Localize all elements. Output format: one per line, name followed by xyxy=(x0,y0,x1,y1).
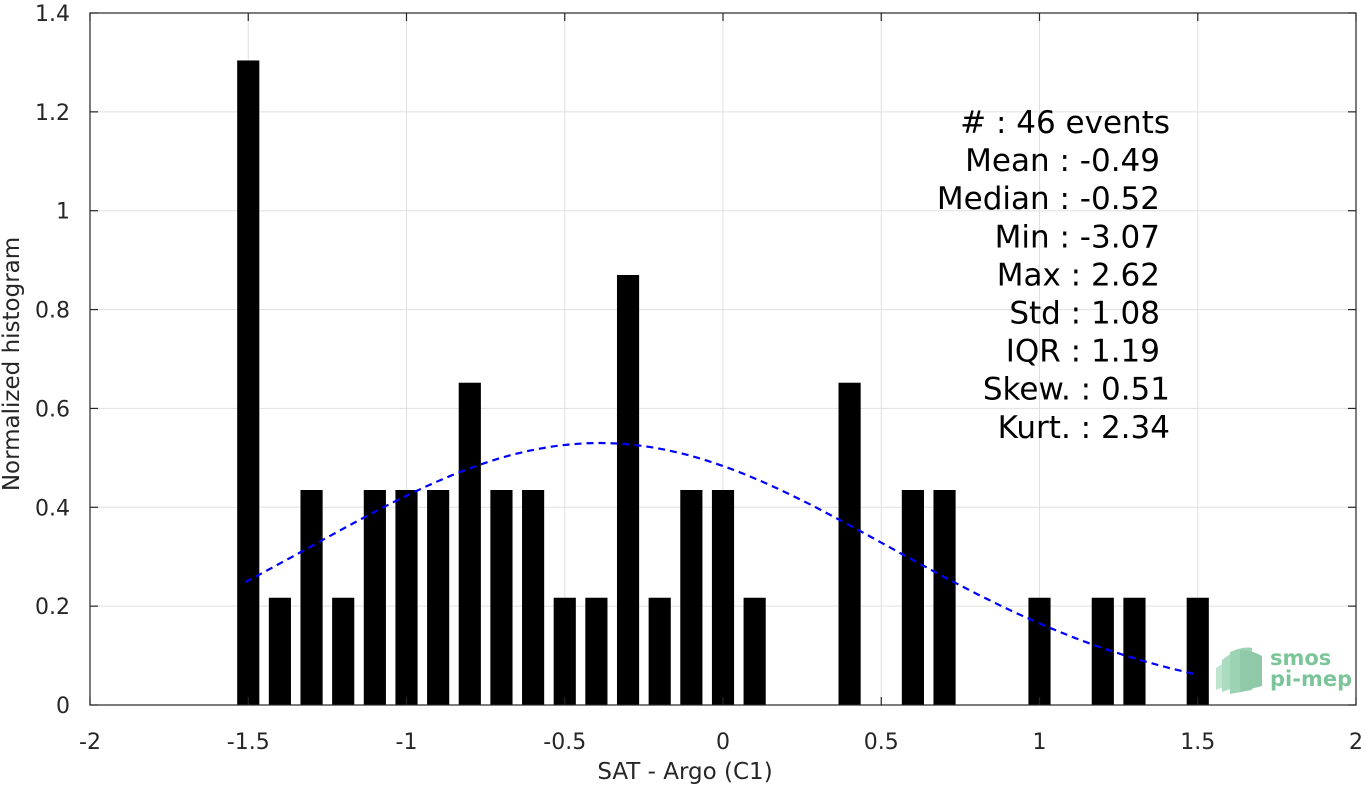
histogram-bar-11 xyxy=(585,597,608,705)
bars xyxy=(237,60,1209,706)
histogram-bar-28 xyxy=(1123,597,1146,705)
histogram-bar-13 xyxy=(648,597,671,705)
histogram-bar-9 xyxy=(522,489,545,705)
histogram-bar-6 xyxy=(427,489,450,705)
gaussian-fit-curve xyxy=(244,441,1195,676)
histogram-bar-12 xyxy=(616,274,640,705)
stat-line-0: # : 46 events xyxy=(960,105,1170,141)
axis-ticks xyxy=(89,12,1357,706)
stat-line-2: Median : -0.52 xyxy=(937,181,1160,217)
stat-line-1: Mean : -0.49 xyxy=(965,143,1160,179)
y-tick-label-7: 1.4 xyxy=(35,2,70,27)
x-tick-label-3: -0.5 xyxy=(543,730,586,755)
stat-line-7: Skew. : 0.51 xyxy=(983,372,1170,408)
histogram-bar-19 xyxy=(838,382,861,705)
y-tick-labels: 0 0.2 0.4 0.6 0.8 1 1.2 1.4 xyxy=(35,2,70,719)
stat-line-3: Min : -3.07 xyxy=(995,219,1160,255)
y-tick-label-2: 0.4 xyxy=(35,496,70,521)
histogram-bar-0 xyxy=(237,60,260,706)
x-tick-label-7: 1.5 xyxy=(1180,730,1215,755)
y-tick-label-5: 1 xyxy=(56,200,70,225)
histogram-bar-8 xyxy=(490,489,513,705)
histogram-bar-7 xyxy=(458,382,481,705)
y-tick-label-4: 0.8 xyxy=(35,299,70,324)
y-tick-label-6: 1.2 xyxy=(35,101,70,126)
logo-wave-icon xyxy=(1216,647,1262,694)
histogram-bar-25 xyxy=(1028,597,1051,705)
smos-pi-mep-logo: smos pi-mep xyxy=(1216,646,1352,694)
histogram-bar-3 xyxy=(332,597,355,705)
stat-line-6: IQR : 1.19 xyxy=(1006,334,1160,370)
histogram-bar-10 xyxy=(553,597,576,705)
y-axis-label: Normalized histogram xyxy=(0,237,25,491)
histogram-bar-5 xyxy=(395,489,418,705)
histogram-bar-21 xyxy=(901,489,924,705)
stat-line-8: Kurt. : 2.34 xyxy=(998,410,1170,446)
histogram-bar-1 xyxy=(268,597,291,705)
logo-text-smos: smos xyxy=(1270,646,1331,670)
x-tick-label-5: 0.5 xyxy=(864,730,899,755)
x-tick-label-0: -2 xyxy=(79,730,101,755)
histogram-bar-14 xyxy=(680,489,703,705)
x-tick-label-8: 2 xyxy=(1349,730,1363,755)
histogram-bar-16 xyxy=(743,597,766,705)
y-tick-label-1: 0.2 xyxy=(35,595,70,620)
x-tick-label-1: -1.5 xyxy=(227,730,270,755)
histogram-bar-27 xyxy=(1091,597,1114,705)
histogram-bar-2 xyxy=(300,489,323,705)
x-tick-label-2: -1 xyxy=(396,730,418,755)
histogram-bar-22 xyxy=(933,489,956,705)
stat-line-4: Max : 2.62 xyxy=(997,257,1160,293)
x-tick-labels: -2 -1.5 -1 -0.5 0 0.5 1 1.5 2 xyxy=(79,730,1363,755)
histogram-bar-4 xyxy=(363,489,386,705)
stat-line-5: Std : 1.08 xyxy=(1009,296,1160,332)
y-tick-label-0: 0 xyxy=(56,694,70,719)
logo-text-pi-mep: pi-mep xyxy=(1270,667,1352,691)
x-tick-label-4: 0 xyxy=(716,730,730,755)
y-tick-label-3: 0.6 xyxy=(35,397,70,422)
histogram-bar-30 xyxy=(1186,597,1209,705)
histogram-bar-15 xyxy=(711,489,735,705)
x-axis-label: SAT - Argo (C1) xyxy=(597,759,772,785)
x-tick-label-6: 1 xyxy=(1033,730,1047,755)
